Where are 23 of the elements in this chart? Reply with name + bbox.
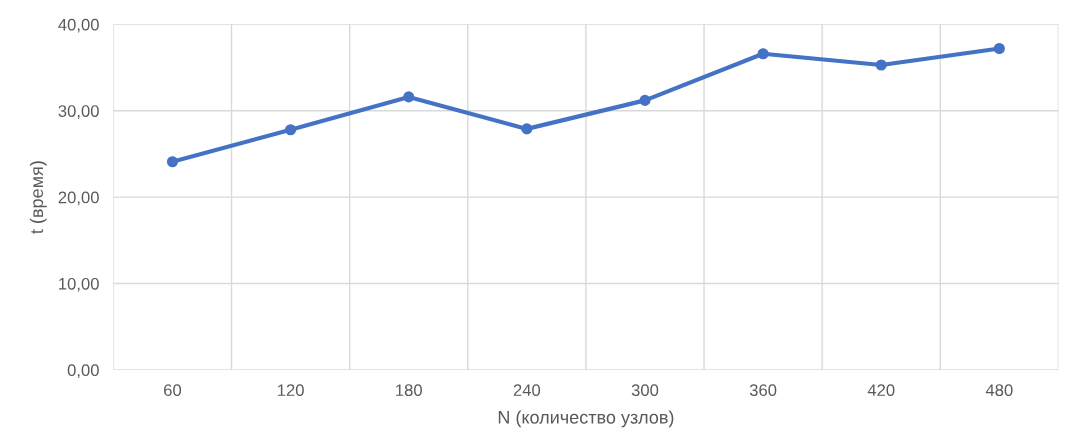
point: [875, 59, 887, 71]
y-tick-label: 40,00: [58, 18, 99, 33]
x-tick-label: 480: [985, 384, 1013, 397]
point: [993, 42, 1005, 55]
point: [403, 91, 415, 103]
y-tick-label: 30,00: [58, 105, 99, 119]
y-tick-label: 10,00: [59, 277, 99, 292]
x-tick-label: 180: [396, 384, 422, 397]
x-axis-title: N (количество узлов): [498, 410, 674, 428]
y-axis-title: t (время): [29, 161, 47, 234]
x-tick-label: 240: [513, 384, 541, 397]
x-tick-label: 300: [631, 384, 659, 397]
point: [285, 124, 297, 136]
x-tick-label: 420: [867, 384, 895, 397]
point: [521, 123, 533, 135]
y-tick-label: 0,00: [67, 364, 99, 379]
point: [757, 48, 769, 60]
point: [166, 156, 179, 168]
x-tick-label: 60: [164, 384, 182, 397]
point: [639, 94, 651, 106]
x-tick-label: 120: [277, 384, 304, 397]
y-tick-label: 20,00: [58, 191, 99, 206]
x-tick-label: 360: [749, 384, 777, 397]
